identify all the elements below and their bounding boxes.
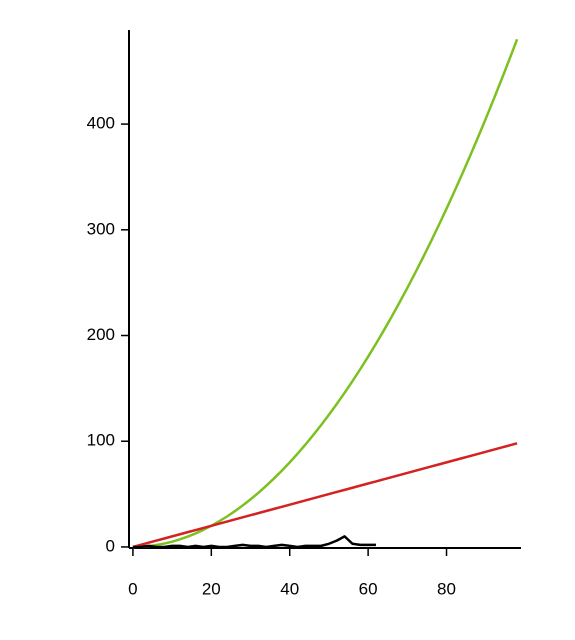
series-line bbox=[132, 38, 519, 549]
x-tick-label: 20 bbox=[202, 579, 221, 598]
series-line bbox=[132, 535, 376, 549]
x-tick-label: 0 bbox=[128, 579, 137, 598]
y-tick-label: 300 bbox=[87, 219, 115, 238]
y-tick-label: 100 bbox=[87, 431, 115, 450]
x-tick-label: 40 bbox=[280, 579, 299, 598]
x-tick-label: 80 bbox=[437, 579, 456, 598]
y-tick-label: 200 bbox=[87, 325, 115, 344]
y-tick-label: 400 bbox=[87, 114, 115, 133]
x-tick-label: 60 bbox=[359, 579, 378, 598]
series-line bbox=[132, 442, 518, 549]
y-tick-label: 0 bbox=[106, 536, 115, 555]
